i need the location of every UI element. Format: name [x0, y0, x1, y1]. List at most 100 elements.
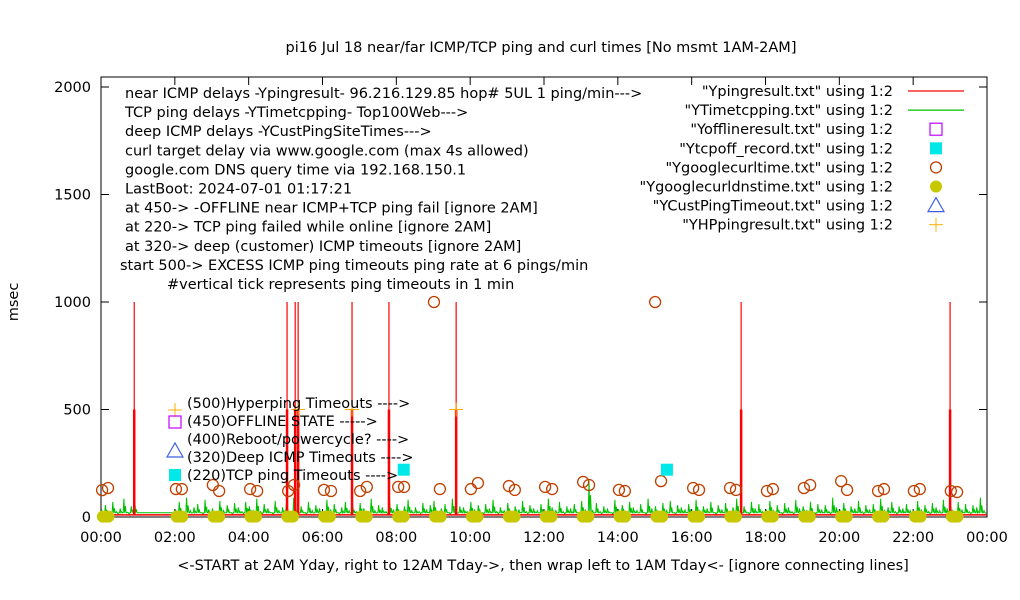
curl-time-point: [944, 484, 957, 498]
x-tick-label: 00:00: [80, 530, 122, 546]
curl-time-point: [835, 474, 848, 488]
inline-legend-label: (450)OFFLINE STATE ----->: [187, 414, 378, 430]
annotation-line: at 320-> deep (customer) ICMP timeouts […: [125, 239, 521, 255]
dns-time-point: [360, 510, 373, 523]
axes: 0 500 1000 1500 2000 00:00 02:00 04:00 06:00 08:0…: [54, 77, 1008, 546]
curl-time-point: [760, 484, 774, 498]
legend-marker-open-square: [929, 122, 943, 136]
dns-time-point: [434, 510, 447, 523]
legend-marker-open-circle: [929, 161, 943, 174]
dns-time-point: [656, 510, 669, 523]
curl-time-point: [840, 483, 854, 497]
dns-time-point: [508, 510, 521, 523]
x-tick-label: 20:00: [818, 530, 860, 546]
curl-time-point: [871, 484, 885, 498]
curl-time-point: [729, 483, 743, 497]
legend-marker-plus-icon: [929, 217, 943, 232]
x-tick-label: 16:00: [671, 530, 713, 546]
plot-marks: [95, 295, 987, 523]
dns-time-point: [323, 510, 336, 523]
curl-time-point: [877, 482, 891, 496]
inline-legend-marker: [169, 469, 181, 481]
curl-time-point: [427, 295, 441, 309]
inline-legend-marker: [165, 441, 185, 458]
curl-time-point: [538, 480, 552, 494]
curl-time-point: [654, 474, 668, 488]
x-axis-label: <-START at 2AM Yday, right to 12AM Tday-…: [177, 558, 909, 574]
curl-time-point: [212, 484, 226, 498]
legend-label: "Ytcpoff_record.txt" using 1:2: [679, 141, 893, 157]
legend-label: "Ygooglecurltime.txt" using 1:2: [666, 160, 894, 176]
chart-title: pi16 Jul 18 near/far ICMP/TCP ping and c…: [286, 40, 797, 56]
curl-time-point: [618, 484, 631, 498]
inline-legend-label: (220)TCP ping Timeouts ---->: [187, 468, 398, 484]
dns-time-point: [545, 510, 558, 523]
curl-time-point: [508, 483, 521, 497]
tcp-ping-timeout-point: [660, 463, 673, 476]
hyperping-timeout-point: [291, 402, 306, 417]
x-tick-label: 10:00: [449, 530, 491, 546]
curl-time-point: [95, 483, 109, 497]
y-tick-label: 2000: [54, 80, 91, 96]
hyperping-timeout-point: [345, 402, 360, 417]
curl-time-point: [766, 482, 780, 496]
inline-legend-label: (320)Deep ICMP Timeouts ---->: [187, 450, 414, 466]
tcp-ping-timeout-point: [397, 463, 410, 476]
dns-time-point: [213, 510, 226, 523]
x-tick-label: 06:00: [302, 530, 344, 546]
curl-time-point: [317, 483, 331, 497]
curl-time-point: [907, 484, 921, 498]
y-tick-label: 0: [82, 510, 91, 526]
tcp-ping-series-line: [100, 480, 987, 516]
x-tick-label: 02:00: [154, 530, 196, 546]
dns-time-point: [250, 510, 263, 523]
dns-time-point: [803, 510, 816, 523]
annotations: near ICMP delays -Ypingresult- 96.216.12…: [120, 86, 642, 293]
y-axis-label: msec: [6, 283, 22, 322]
annotation-line: google.com DNS query time via 192.168.15…: [125, 162, 466, 178]
legend-marker-filled-square: [930, 142, 942, 155]
inline-legend-label: (500)Hyperping Timeouts ---->: [187, 396, 410, 412]
dns-time-point: [877, 510, 890, 523]
curl-time-point: [243, 482, 257, 496]
curl-time-point: [692, 483, 706, 497]
dns-time-point: [951, 510, 964, 523]
curl-time-point: [913, 482, 926, 496]
x-tick-label: 18:00: [745, 530, 787, 546]
inline-legend-label: (400)Reboot/powercycle? ---->: [187, 432, 409, 448]
curl-time-point: [545, 482, 559, 496]
annotation-line: at 450-> -OFFLINE near ICMP+TCP ping fai…: [125, 201, 538, 217]
curl-time-point: [101, 481, 115, 495]
y-tick-label: 1000: [54, 295, 91, 311]
legend-label: "YTimetcpping.txt" using 1:2: [685, 103, 893, 119]
hyperping-timeout-point: [449, 402, 464, 417]
curl-time-point: [804, 478, 817, 492]
curl-time-point: [397, 480, 411, 494]
curl-time-point: [576, 475, 590, 489]
curl-time-point: [612, 483, 626, 497]
curl-time-point: [723, 481, 737, 495]
curl-time-point: [582, 478, 596, 492]
annotation-line: curl target delay via www.google.com (ma…: [125, 143, 529, 159]
annotation-line: TCP ping delays -YTimetcpping- Top100Web…: [124, 105, 468, 121]
curl-time-point: [950, 485, 964, 499]
curl-time-point: [392, 480, 405, 494]
dns-time-point: [840, 510, 853, 523]
y-tick-label: 1500: [54, 188, 91, 204]
x-tick-label: 14:00: [597, 530, 639, 546]
inline-legend-marker: [168, 415, 182, 429]
dns-time-point: [176, 510, 189, 523]
annotation-line: start 500-> EXCESS ICMP ping timeouts pi…: [120, 258, 588, 274]
inline-legend: (500)Hyperping Timeouts ----> (450)OFFLIN…: [165, 396, 414, 484]
dns-time-point: [766, 510, 779, 523]
x-tick-label: 04:00: [228, 530, 270, 546]
legend: "Ypingresult.txt" using 1:2 "YTimetcpping…: [640, 84, 964, 234]
legend-marker-open-triangle: [926, 196, 946, 213]
curl-time-point: [175, 482, 188, 496]
x-tick-label: 08:00: [375, 530, 417, 546]
curl-time-point: [464, 482, 478, 496]
inline-legend-marker: [168, 403, 182, 417]
x-tick-label: 00:00: [966, 530, 1008, 546]
curl-time-point: [251, 484, 264, 498]
curl-time-point: [169, 482, 183, 496]
